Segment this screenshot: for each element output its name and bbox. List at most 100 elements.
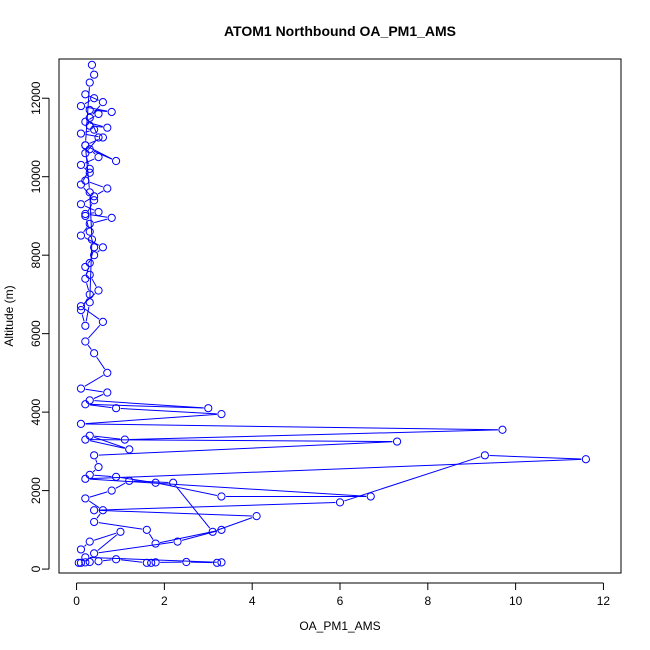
series-segment	[94, 474, 112, 478]
series-segment	[120, 477, 152, 483]
series-segment	[190, 561, 213, 564]
data-point	[90, 70, 99, 79]
data-point	[103, 184, 112, 193]
data-point	[90, 451, 99, 460]
data-point	[208, 527, 217, 536]
data-point	[116, 527, 125, 536]
data-point	[217, 525, 226, 534]
series-segment	[88, 500, 100, 509]
series-segment	[87, 204, 93, 213]
series-segment	[94, 435, 121, 440]
series-segment	[159, 483, 218, 497]
data-point	[480, 451, 489, 460]
data-point	[76, 384, 86, 393]
series-segment	[92, 151, 96, 155]
series-segment	[129, 429, 498, 440]
series-segment	[89, 439, 393, 443]
data-point	[81, 141, 90, 150]
data-point	[76, 231, 86, 240]
data-point	[217, 409, 226, 419]
data-point	[85, 396, 94, 405]
plot-area-frame	[58, 58, 622, 574]
data-point	[212, 558, 222, 567]
series-segment	[86, 283, 89, 291]
series-segment	[148, 533, 154, 540]
data-point	[90, 549, 99, 558]
series-segment	[92, 469, 96, 473]
data-point	[81, 474, 90, 483]
data-point	[81, 400, 90, 409]
series-segment	[89, 478, 367, 497]
data-point	[173, 537, 182, 546]
data-point	[76, 200, 86, 209]
data-point	[76, 160, 86, 170]
series-segment	[85, 133, 99, 138]
data-point	[107, 213, 116, 223]
data-point	[85, 105, 94, 115]
y-tick-label: 10000	[29, 160, 43, 194]
data-point	[76, 180, 86, 189]
data-point	[111, 156, 121, 166]
data-point	[217, 558, 226, 567]
series-segment	[85, 106, 108, 112]
series-segment	[91, 121, 98, 134]
data-point	[90, 506, 99, 515]
data-point	[498, 425, 507, 434]
data-point	[182, 557, 191, 567]
series-segment	[83, 227, 88, 233]
series-segment	[489, 454, 582, 460]
data-point	[252, 512, 261, 521]
data-point	[87, 60, 97, 69]
y-tick-label: 2000	[29, 477, 43, 504]
x-tick-label: 8	[424, 594, 431, 608]
data-point	[120, 435, 129, 444]
data-point	[81, 558, 90, 567]
data-point	[81, 90, 90, 99]
series-segment	[87, 344, 92, 350]
series-segment	[97, 534, 118, 551]
data-point	[76, 129, 86, 138]
series-segment	[98, 522, 143, 530]
series-segment	[89, 440, 125, 449]
data-point	[103, 388, 112, 397]
data-point	[151, 558, 160, 567]
data-point	[90, 251, 99, 260]
series-segment	[84, 374, 104, 387]
series-segment	[96, 356, 106, 370]
data-point	[142, 525, 151, 534]
data-point	[111, 555, 121, 564]
y-axis-label: Altitude (m)	[2, 285, 16, 346]
data-point	[103, 368, 112, 377]
data-point	[147, 558, 156, 567]
data-point	[111, 472, 121, 481]
data-point	[81, 262, 90, 272]
data-point	[85, 557, 94, 567]
chart-title: ATOM1 Northbound OA_PM1_AMS	[224, 23, 456, 39]
data-point	[151, 478, 160, 487]
y-tick-label: 0	[29, 565, 43, 572]
data-point	[90, 196, 99, 205]
data-point	[81, 176, 90, 185]
data-point	[81, 435, 90, 444]
data-point	[90, 243, 99, 252]
series-segment	[181, 530, 218, 541]
series-segment	[89, 491, 108, 498]
series-segment	[103, 559, 112, 562]
data-point	[87, 235, 97, 244]
series-segment	[89, 458, 582, 480]
data-point	[581, 455, 590, 464]
data-point	[74, 558, 83, 567]
data-point	[151, 539, 160, 548]
x-axis-label: OA_PM1_AMS	[299, 619, 380, 633]
series-segment	[89, 403, 204, 409]
data-point	[85, 227, 94, 236]
series-segment	[97, 190, 104, 195]
data-point	[85, 164, 94, 173]
data-point	[94, 286, 103, 295]
data-point	[125, 445, 134, 454]
data-point	[98, 317, 108, 326]
y-tick-label: 8000	[29, 242, 43, 269]
data-point	[217, 492, 226, 501]
data-point	[94, 207, 103, 217]
